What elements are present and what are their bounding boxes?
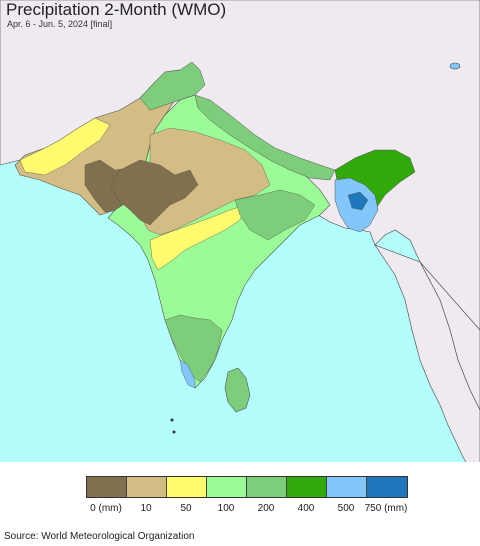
region-india-green-east xyxy=(234,189,316,241)
region-india-green-south xyxy=(164,314,223,383)
region-pakistan-north-green xyxy=(139,61,206,111)
region-pakistan-yellow xyxy=(19,117,111,176)
legend-swatch xyxy=(87,477,127,497)
legend-swatch xyxy=(287,477,327,497)
legend-swatch xyxy=(127,477,167,497)
legend-tick-label: 200 xyxy=(257,503,275,514)
legend-tick-label: 400 xyxy=(297,503,315,514)
region-himalaya xyxy=(194,94,336,181)
legend-tick-label: 0 (mm) xyxy=(90,503,122,514)
region-sri-lanka xyxy=(224,367,251,413)
maldives-dot xyxy=(172,430,176,434)
land-myanmar-coast xyxy=(374,244,480,471)
region-india-dry xyxy=(109,159,199,226)
region-india-yellow xyxy=(149,204,246,271)
legend-swatch xyxy=(167,477,207,497)
legend-tick-label: 10 xyxy=(140,503,152,514)
island-marker xyxy=(449,62,461,70)
source-credit: Source: World Meteorological Organizatio… xyxy=(4,531,195,542)
region-kerala-blue xyxy=(179,359,196,389)
legend-swatch xyxy=(367,477,407,497)
legend-tick-label: 50 xyxy=(180,503,192,514)
legend-tick-label: 750 (mm) xyxy=(364,503,408,514)
legend-swatch xyxy=(327,477,367,497)
legend-color-bar xyxy=(86,476,408,498)
region-bangladesh-peak xyxy=(347,191,369,211)
legend-tick-label: 100 xyxy=(217,503,235,514)
date-range-subtitle: Apr. 6 - Jun. 5, 2024 [final] xyxy=(7,19,113,29)
legend-swatch xyxy=(247,477,287,497)
legend-swatch xyxy=(207,477,247,497)
page-title: Precipitation 2-Month (WMO) xyxy=(6,0,227,19)
legend-tick-label: 500 xyxy=(337,503,355,514)
maldives-dot xyxy=(170,418,174,422)
